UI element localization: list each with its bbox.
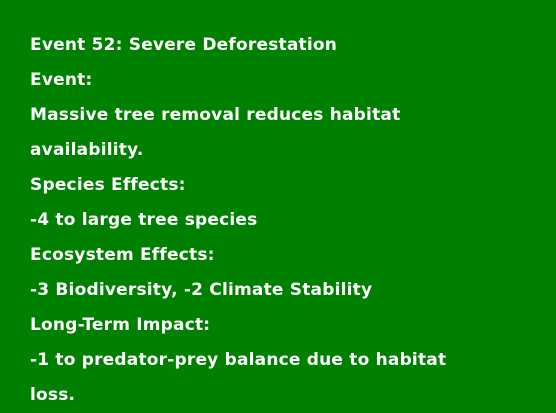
event-title: Event 52: Severe Deforestation [30, 35, 338, 55]
event-description-line-1: Massive tree removal reduces habitat [30, 105, 401, 125]
ecosystem-effects-label: Ecosystem Effects: [30, 245, 215, 265]
long-term-impact-label: Long-Term Impact: [30, 315, 211, 335]
event-label: Event: [30, 70, 93, 90]
long-term-impact-line-1: -1 to predator-prey balance due to habit… [30, 350, 447, 370]
ecosystem-effects-text: -3 Biodiversity, -2 Climate Stability [30, 280, 373, 300]
long-term-impact-line-2: loss. [30, 385, 76, 405]
species-effects-label: Species Effects: [30, 175, 186, 195]
event-description-line-2: availability. [30, 140, 144, 160]
species-effects-text: -4 to large tree species [30, 210, 258, 230]
